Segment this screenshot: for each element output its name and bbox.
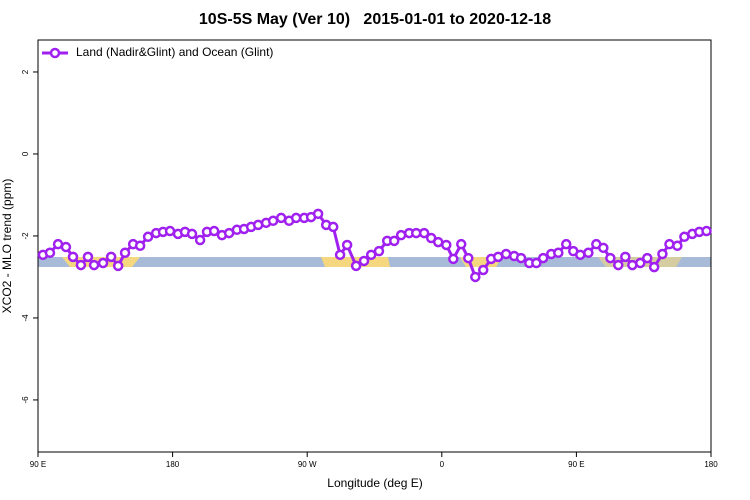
chart-title: 10S-5S May (Ver 10) 2015-01-01 to 2020-1…: [199, 11, 551, 28]
legend: Land (Nadir&Glint) and Ocean (Glint): [42, 45, 273, 59]
data-point: [194, 234, 206, 246]
data-point: [531, 257, 542, 269]
data-point: [395, 229, 407, 241]
data-point: [537, 252, 549, 264]
data-point: [60, 241, 72, 253]
x-axis-label: Longitude (deg E): [327, 476, 422, 490]
data-point: [515, 252, 527, 264]
data-point: [373, 245, 385, 257]
data-point: [583, 247, 594, 259]
data-point: [664, 238, 675, 250]
data-point: [642, 252, 653, 264]
y-axis-label: XCO2 - MLO trend (ppm): [0, 179, 14, 314]
data-point: [598, 242, 609, 254]
data-point: [267, 215, 279, 227]
data-point: [620, 251, 631, 263]
legend-label: Land (Nadir&Glint) and Ocean (Glint): [76, 45, 273, 59]
x-tick-label: 180: [166, 460, 180, 469]
data-point: [418, 227, 430, 239]
data-point: [208, 225, 220, 237]
data-point: [455, 238, 467, 250]
data-point: [44, 247, 56, 259]
data-point: [432, 236, 444, 248]
data-point: [365, 249, 377, 261]
data-point: [134, 240, 146, 252]
x-tick-label: 90 W: [298, 460, 317, 469]
data-point: [657, 248, 668, 260]
x-tick-label: 0: [440, 460, 445, 469]
y-tick-label: -2: [21, 232, 30, 240]
data-point: [312, 208, 324, 220]
data-point: [75, 259, 87, 271]
data-point: [613, 259, 624, 271]
data-point: [463, 252, 474, 264]
x-tick-label: 90 E: [30, 460, 46, 469]
data-point: [477, 264, 489, 276]
data-point: [648, 261, 660, 273]
data-point: [112, 260, 124, 272]
data-point: [575, 249, 586, 261]
data-point: [553, 247, 564, 259]
data-point: [388, 235, 400, 247]
data-point: [105, 251, 117, 263]
data-point: [358, 255, 370, 267]
data-point: [327, 221, 339, 233]
data-point: [186, 228, 198, 240]
data-point: [441, 239, 452, 251]
data-point: [470, 271, 481, 283]
data-point: [67, 251, 79, 263]
data-point: [560, 238, 572, 250]
data-point: [119, 247, 131, 259]
data-point: [701, 225, 712, 237]
y-tick-label: -6: [21, 396, 30, 404]
x-tick-label: 180: [704, 460, 718, 469]
data-point: [97, 257, 109, 269]
data-point: [88, 259, 100, 271]
data-point: [290, 212, 302, 224]
y-tick-label: -4: [21, 314, 30, 322]
data-point: [635, 257, 646, 269]
data-point: [341, 239, 353, 251]
data-point: [500, 248, 512, 260]
data-point: [142, 231, 154, 243]
data-point: [350, 260, 362, 272]
y-tick-label: 0: [21, 151, 30, 156]
data-point: [334, 249, 346, 261]
plot-frame: [37, 39, 712, 453]
data-point: [448, 253, 459, 265]
x-tick-label: 90 E: [568, 460, 584, 469]
data-point: [82, 251, 94, 263]
legend-marker: [49, 47, 61, 59]
data-point: [605, 252, 616, 264]
y-tick-label: 2: [21, 69, 30, 74]
data-point: [672, 240, 683, 252]
